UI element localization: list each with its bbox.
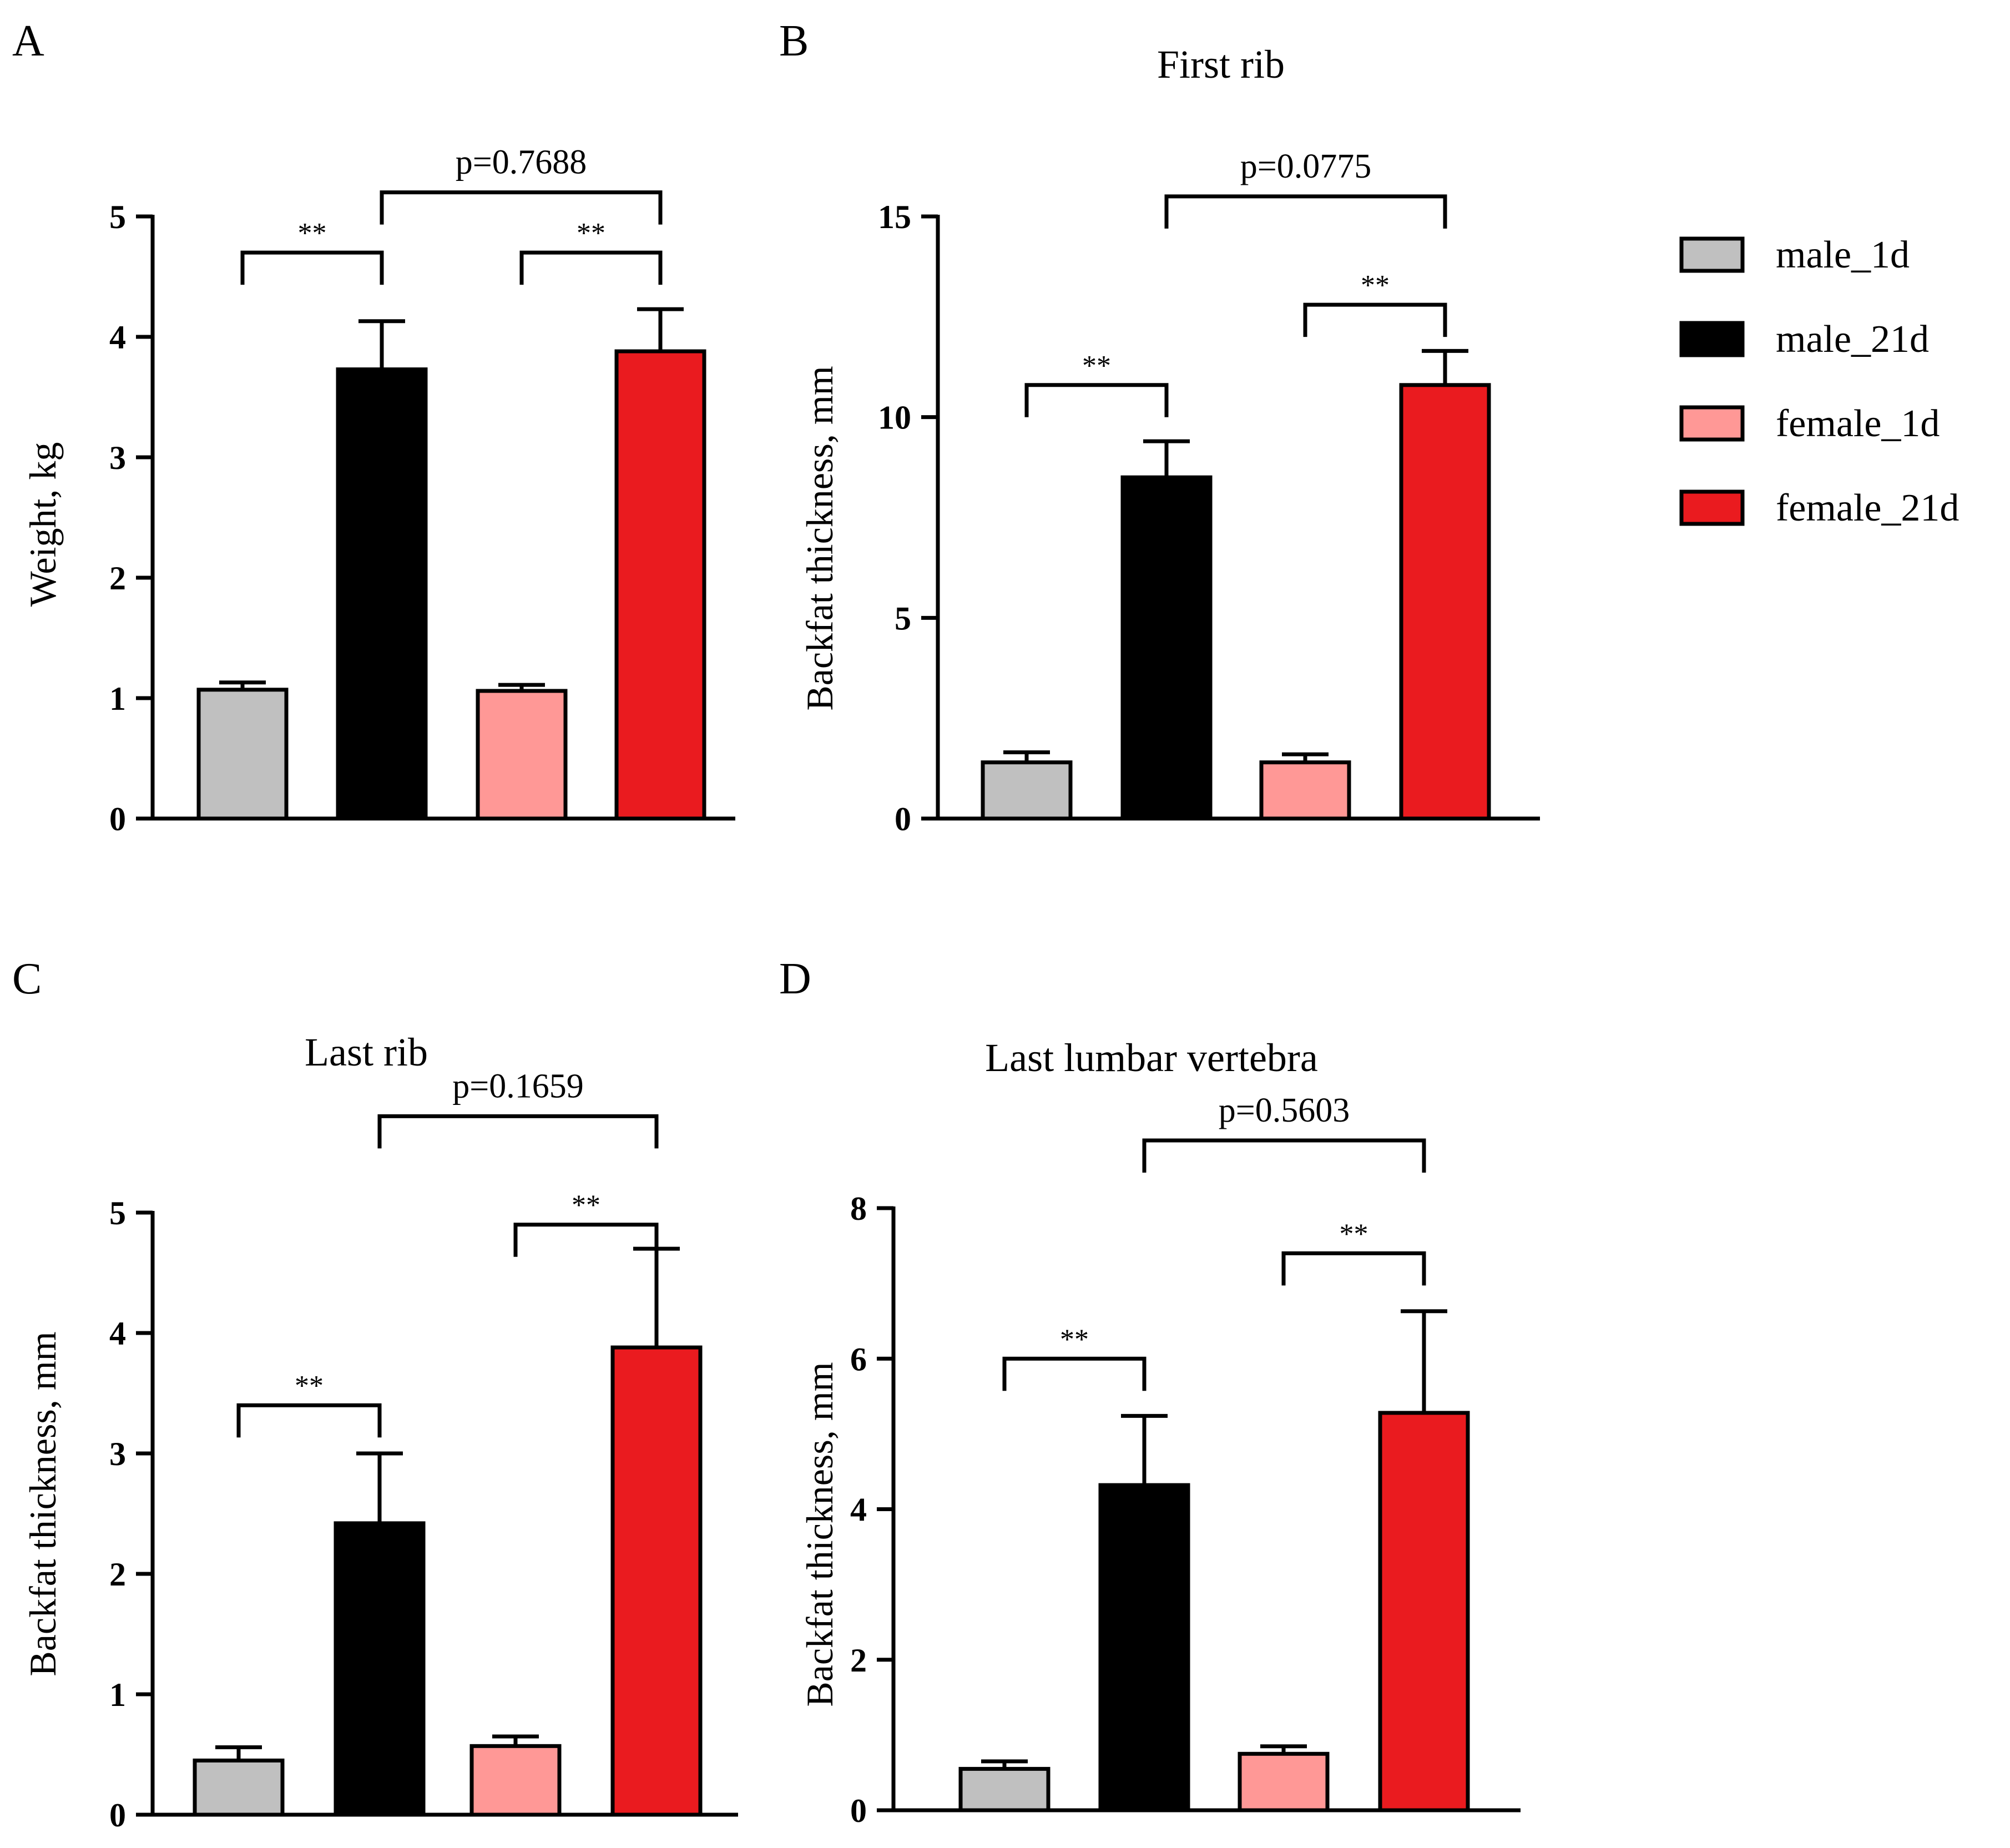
legend-swatch-male_21d bbox=[1679, 321, 1745, 357]
legend-label: female_1d bbox=[1776, 402, 1940, 445]
bar-male_21d bbox=[1120, 475, 1213, 821]
y-tick-label: 6 bbox=[850, 1341, 867, 1377]
significance-bracket bbox=[377, 1114, 659, 1149]
bar-female_21d bbox=[614, 349, 706, 821]
y-tick-label: 4 bbox=[109, 319, 126, 356]
y-tick-label: 5 bbox=[895, 600, 911, 637]
legend-label: female_21d bbox=[1776, 487, 1959, 529]
y-tick-label: 0 bbox=[895, 801, 911, 837]
significance-bracket bbox=[1142, 1138, 1426, 1173]
y-tick-label: 3 bbox=[109, 1436, 126, 1472]
y-tick-label: 4 bbox=[109, 1315, 126, 1352]
bar-male_1d bbox=[958, 1766, 1051, 1812]
significance-bracket bbox=[513, 1223, 659, 1257]
significance-bracket bbox=[1281, 1251, 1426, 1286]
p-value-label: p=0.7688 bbox=[456, 144, 587, 181]
bar-male_21d bbox=[334, 1521, 426, 1817]
bar-male_21d bbox=[336, 367, 428, 821]
y-tick-label: 8 bbox=[850, 1190, 867, 1227]
legend-label: male_1d bbox=[1776, 234, 1910, 276]
y-tick-label: 10 bbox=[878, 400, 911, 436]
legend-swatch-female_21d bbox=[1679, 489, 1745, 526]
y-tick-label: 2 bbox=[109, 560, 126, 597]
significance-bracket bbox=[240, 250, 384, 285]
y-tick-label: 4 bbox=[850, 1492, 867, 1528]
significance-label: ** bbox=[1082, 350, 1111, 382]
significance-label: ** bbox=[577, 218, 605, 249]
bar-male_1d bbox=[193, 1758, 285, 1817]
plot-title: First rib bbox=[1157, 42, 1285, 87]
significance-label: ** bbox=[1340, 1218, 1368, 1250]
panel-letter: C bbox=[12, 955, 42, 1003]
bar-male_1d bbox=[196, 688, 289, 821]
y-axis-title: Backfat thickness, mm bbox=[799, 1362, 841, 1706]
bar-female_1d bbox=[469, 1744, 562, 1817]
significance-bracket bbox=[380, 190, 663, 225]
panel-d: D Last lumbar vertebra Backfat thickness, … bbox=[779, 955, 1521, 1829]
panel-b: B First rib Backfat thickness, mm 0 5 10 15 ** *… bbox=[779, 17, 1540, 837]
y-axis-title: Weight, kg bbox=[22, 442, 64, 607]
panel-c: C Last rib Backfat thickness, mm 0 1 2 3 4 5 ** **… bbox=[12, 955, 738, 1834]
significance-label: ** bbox=[298, 218, 327, 249]
panel-letter: A bbox=[12, 17, 44, 65]
y-tick-label: 5 bbox=[109, 199, 126, 235]
significance-bracket bbox=[1002, 1356, 1147, 1391]
legend-swatch-female_1d bbox=[1679, 405, 1745, 442]
panel-letter: B bbox=[779, 17, 809, 65]
y-tick-label: 2 bbox=[850, 1642, 867, 1679]
bar-female_1d bbox=[476, 689, 568, 821]
significance-label: ** bbox=[572, 1190, 600, 1221]
legend-swatch-male_1d bbox=[1679, 236, 1745, 273]
significance-bracket bbox=[1303, 302, 1447, 337]
panel-letter: D bbox=[779, 955, 811, 1003]
y-tick-label: 15 bbox=[878, 199, 911, 235]
bar-male_1d bbox=[981, 760, 1073, 821]
p-value-label: p=0.1659 bbox=[452, 1067, 583, 1105]
significance-label: ** bbox=[1060, 1324, 1089, 1355]
significance-label: ** bbox=[1361, 270, 1390, 301]
p-value-label: p=0.5603 bbox=[1219, 1092, 1350, 1129]
legend: male_1d male_21d female_1d female_21d bbox=[1679, 234, 1959, 529]
y-tick-label: 3 bbox=[109, 440, 126, 476]
bar-female_21d bbox=[610, 1345, 703, 1817]
y-tick-label: 2 bbox=[109, 1556, 126, 1593]
y-axis-title: Backfat thickness, mm bbox=[22, 1331, 64, 1676]
significance-bracket bbox=[1164, 194, 1447, 229]
legend-label: male_21d bbox=[1776, 318, 1929, 361]
y-tick-label: 0 bbox=[850, 1793, 867, 1829]
plot-title: Last rib bbox=[305, 1030, 428, 1074]
plot-title: Last lumbar vertebra bbox=[985, 1036, 1318, 1080]
bar-female_21d bbox=[1399, 383, 1491, 821]
panel-a: A Weight, kg 0 1 2 3 4 5 ** ** p=0.7688 bbox=[12, 17, 735, 837]
bar-male_21d bbox=[1098, 1483, 1190, 1812]
significance-label: ** bbox=[295, 1370, 324, 1402]
significance-bracket bbox=[1024, 383, 1169, 417]
y-tick-label: 1 bbox=[109, 1677, 126, 1713]
y-tick-label: 0 bbox=[109, 801, 126, 837]
y-tick-label: 5 bbox=[109, 1195, 126, 1231]
bar-female_1d bbox=[1238, 1751, 1330, 1812]
bar-female_21d bbox=[1378, 1411, 1470, 1812]
y-tick-label: 0 bbox=[109, 1797, 126, 1834]
bar-female_1d bbox=[1259, 760, 1351, 821]
significance-bracket bbox=[236, 1403, 382, 1438]
significance-bracket bbox=[519, 250, 663, 285]
y-axis-title: Backfat thickness, mm bbox=[799, 366, 841, 710]
y-tick-label: 1 bbox=[109, 680, 126, 717]
p-value-label: p=0.0775 bbox=[1240, 148, 1371, 185]
